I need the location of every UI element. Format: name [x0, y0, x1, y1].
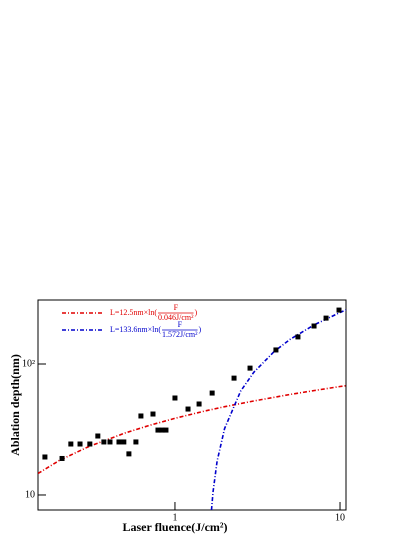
data-point [87, 441, 93, 447]
legend-numerator: F [174, 303, 179, 312]
legend-denominator: 1.572J/cm² [162, 330, 198, 339]
data-point [196, 401, 202, 407]
data-point [323, 315, 329, 321]
data-point [295, 334, 301, 340]
data-point [77, 441, 83, 447]
fit-curve [38, 384, 346, 475]
data-point [273, 347, 279, 353]
data-point [107, 439, 113, 445]
data-point [59, 455, 65, 461]
legend-numerator: F [178, 320, 183, 329]
data-point [159, 427, 165, 433]
data-point [42, 454, 48, 460]
x-tick-label: 1 [172, 512, 177, 523]
data-point [163, 427, 169, 433]
x-tick-label: 10 [335, 512, 345, 523]
data-point [172, 395, 178, 401]
data-point [126, 451, 132, 457]
fit-curve [210, 309, 346, 510]
data-point [121, 439, 127, 445]
data-point [209, 390, 215, 396]
legend-suffix: ) [199, 325, 202, 334]
y-axis-label: Ablation depth(nm) [8, 354, 22, 456]
plot-frame [37, 299, 347, 511]
legend-suffix: ) [195, 308, 198, 317]
data-point [185, 406, 191, 412]
x-axis-label: Laser fluence(J/cm²) [122, 520, 227, 534]
data-point [247, 365, 253, 371]
data-point [311, 323, 317, 329]
data-point [68, 441, 74, 447]
y-tick-label: 10² [22, 358, 35, 369]
data-point [231, 375, 237, 381]
plot-area [38, 307, 346, 510]
data-point [336, 307, 342, 313]
data-point [95, 433, 101, 439]
y-tick-label: 10 [25, 489, 35, 500]
data-point [133, 439, 139, 445]
legend-label: L=133.6nm×ln( [110, 325, 161, 334]
legend-label: L=12.5nm×ln( [110, 308, 157, 317]
data-point [155, 427, 161, 433]
data-point [101, 439, 107, 445]
data-point [150, 411, 156, 417]
legend-denominator: 0.046J/cm² [158, 313, 194, 322]
data-point [138, 413, 144, 419]
data-point [116, 439, 122, 445]
